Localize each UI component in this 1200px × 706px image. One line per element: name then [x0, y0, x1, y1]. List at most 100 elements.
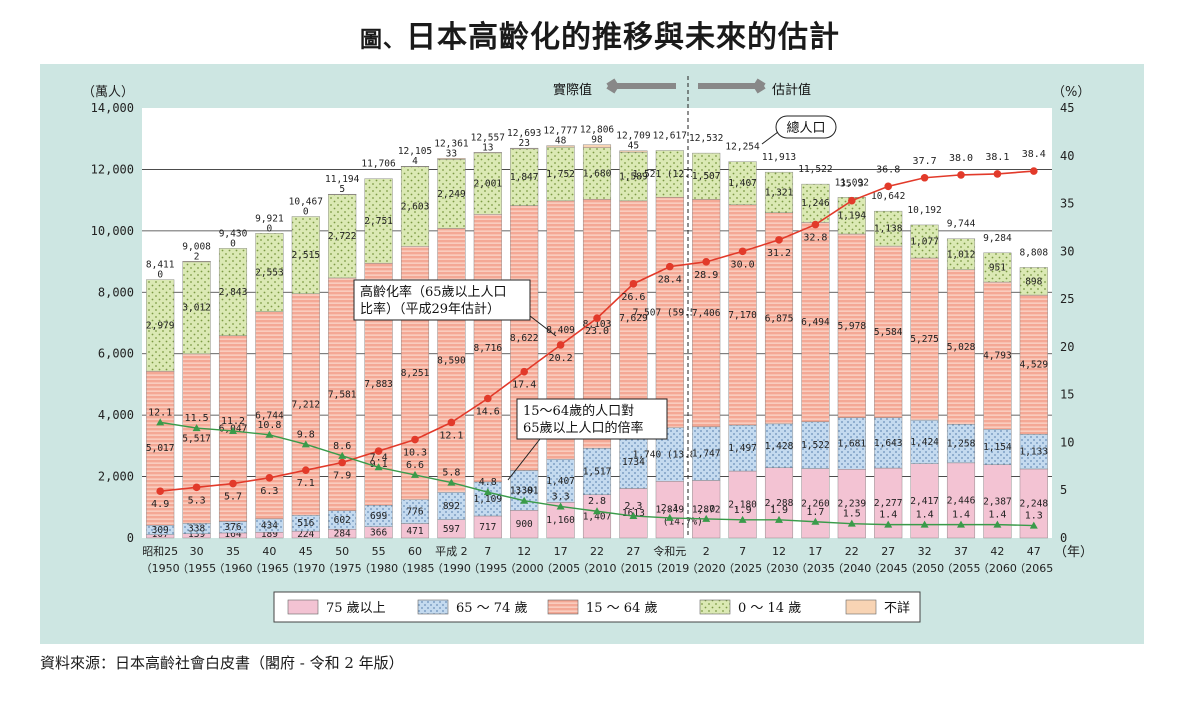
aging-rate-label: 7.1 [297, 478, 315, 489]
aging-rate-point [811, 220, 820, 229]
bar-segment [946, 269, 976, 425]
legend-box [273, 591, 921, 623]
bar-value-label: 309 [152, 525, 169, 536]
actual-label: 實際值 [553, 82, 592, 98]
x-tick-year: （2019 [650, 562, 689, 575]
bar-value-label: 1,872 [692, 504, 721, 515]
y-right-tick: 40 [1060, 149, 1074, 163]
bar-value-label: 2 [194, 251, 200, 262]
total-label: 12,254 [725, 142, 760, 153]
support-ratio-label: 1.4 [952, 510, 970, 521]
x-tick-era: 17 [554, 545, 568, 558]
support-ratio-label: 2.1 [661, 503, 679, 514]
bar-segment [1019, 294, 1048, 435]
aging-rate-point [993, 170, 1002, 178]
y-left-tick: 0 [127, 531, 134, 545]
x-tick-era: 27 [881, 545, 895, 558]
aging-rate-label: 17.4 [512, 380, 536, 391]
support-ratio-point [811, 517, 820, 525]
legend-label: 75 歲以上 [326, 601, 386, 616]
x-tick-year: （2060 [978, 562, 1017, 575]
bar-segment [473, 481, 502, 517]
support-ratio-label: 1.4 [916, 510, 934, 521]
aging-rate-label: 36.8 [876, 164, 900, 175]
actual-arrow [606, 78, 676, 94]
x-tick-era: 37 [954, 545, 968, 558]
aging-rate-label: 7.9 [333, 471, 351, 482]
aging-rate-label: 38.4 [1022, 149, 1046, 160]
population-chart: 0 2,000 4,000 6,000 8,000 10,000 12,000 14,000 0… [82, 76, 1093, 623]
x-tick-era: 42 [990, 545, 1004, 558]
bar-value-label: 224 [297, 529, 314, 540]
bar-segment [801, 222, 830, 423]
x-tick-era: 2 [703, 545, 710, 558]
x-tick-era: 昭和25 [142, 545, 178, 558]
support-ratio-point [738, 515, 747, 523]
x-tick-era: 60 [408, 545, 422, 558]
bar-value-label: 2,277 [874, 498, 903, 509]
support-ratio-point [847, 519, 856, 527]
support-ratio-point [593, 507, 601, 515]
bar-segment [910, 257, 939, 421]
bar-value-label: 471 [406, 526, 423, 537]
bar-segment [655, 150, 684, 198]
bar-segment [874, 210, 903, 247]
bar-value-label: 2,260 [801, 498, 830, 509]
bar-segment [983, 252, 1012, 283]
bar-value-label: 1,160 [546, 515, 575, 526]
y-right-tick: 5 [1060, 483, 1067, 497]
support-ratio-label: 6.6 [406, 460, 424, 471]
total-label: 12,693 [507, 128, 541, 139]
x-tick-year: （2045 [869, 562, 908, 575]
page-title: 圖、日本高齡化的推移與未來的估計 [0, 12, 1200, 56]
title-text: 日本高齡化的推移與未來的估計 [406, 20, 840, 55]
y-right-tick: 20 [1060, 340, 1074, 354]
total-label: 9,284 [983, 233, 1012, 244]
bar-segment [328, 193, 357, 195]
bar-segment [619, 200, 648, 436]
x-tick-era: 12 [772, 545, 786, 558]
bar-segment [291, 216, 320, 294]
x-tick-year: （1980 [359, 562, 398, 575]
support-ratio-point [411, 470, 419, 478]
bar-value-label: 48 [555, 136, 567, 147]
aging-rate-point [156, 487, 164, 495]
y-right-tick: 30 [1060, 244, 1074, 258]
x-tick-year: （2025 [723, 562, 762, 575]
y-right-tick: 45 [1060, 101, 1074, 115]
bar-value-label: 1,154 [983, 442, 1012, 453]
aging-rate-label: 5.7 [224, 492, 242, 503]
aging-rate-label: 12.1 [439, 430, 463, 441]
bar-value-label: 6,494 [801, 317, 830, 328]
support-ratio-label: 1.7 [806, 507, 824, 518]
aging-rate-point [338, 458, 347, 467]
total-label: 12,709 [616, 131, 651, 142]
bar-segment [692, 480, 721, 539]
total-label: 11,706 [361, 159, 396, 170]
bar-value-label: 2,603 [401, 201, 430, 212]
total-label: 10,467 [289, 197, 323, 208]
x-tick-era: 平成 2 [435, 545, 468, 558]
aging-rate-label: 10.3 [403, 448, 427, 459]
bar-value-label: 1,680 [583, 169, 612, 180]
aging-rate-point [957, 171, 965, 179]
bar-segment [182, 261, 211, 355]
y-left-tick: 4,000 [98, 408, 134, 422]
legend-swatch [417, 599, 449, 615]
x-tick-year: （2065 [1014, 562, 1053, 575]
total-label: 11,522 [798, 164, 832, 175]
aging-rate-label: 28.4 [658, 275, 682, 286]
bar-value-label: 338 [188, 524, 205, 535]
bar-value-label: 2,180 [728, 500, 757, 511]
bar-value-label: 5,517 [182, 434, 211, 445]
bar-segment [728, 204, 757, 426]
bar-segment [837, 417, 866, 470]
aging-rate-point [520, 367, 528, 376]
bar-value-label: 900 [516, 519, 533, 530]
y-left-tick: 10,000 [91, 224, 134, 238]
estimate-arrow [698, 78, 766, 94]
bar-value-label: 5,017 [146, 443, 175, 454]
bar-segment [146, 370, 175, 526]
bar-value-label: 284 [334, 529, 351, 540]
bar-value-label: 6,875 [765, 313, 794, 324]
